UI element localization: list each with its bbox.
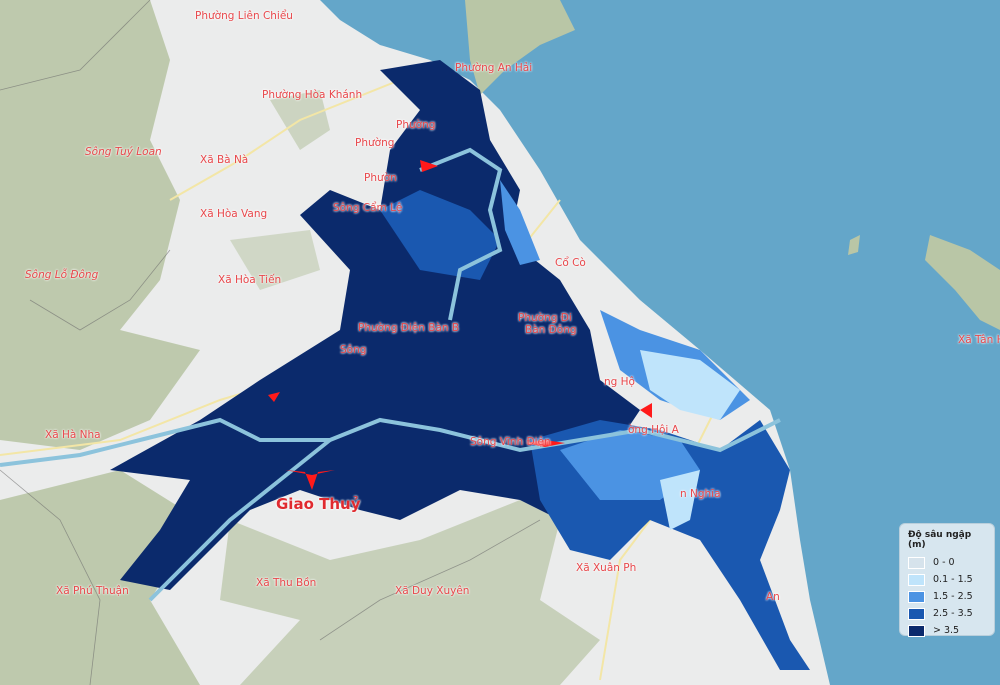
legend-item: 2.5 - 3.5 [908,605,986,622]
marker-icon [640,403,652,418]
place-label: Bàn Đông [525,324,577,336]
place-label: Xã Xuân Ph [576,562,637,574]
place-label: Phườn [364,172,397,184]
place-label: Sông Cẩm Lệ [333,202,403,214]
islet [848,235,860,255]
place-label: Sông [340,344,367,356]
place-label: Phường Điện Bàn B [358,322,460,334]
place-label: Sông Vĩnh Điện [470,436,551,448]
rivers [0,147,781,602]
legend-swatch [908,556,925,569]
place-label: Xã Thu Bồn [256,577,317,589]
legend-label: 2.5 - 3.5 [933,608,973,619]
place-label: An [766,591,780,603]
place-label: Xã Tân Hi [958,334,1000,346]
legend-label: 0.1 - 1.5 [933,574,973,585]
legend-swatch [908,607,925,620]
legend-label: 0 - 0 [933,557,955,568]
place-label: Phường [396,119,436,131]
son-tra-peninsula [465,0,575,95]
legend-item: 0 - 0 [908,554,986,571]
admin-boundaries [0,0,541,685]
place-label: Sông Lỗ Đông [25,269,99,281]
marker-icon [420,160,438,172]
place-label: Phường An Hải [455,62,533,74]
place-label: Xã Hòa Tiến [218,274,282,286]
place-label: n Nghĩa [680,488,721,500]
place-label: Xã Bà Nà [200,154,249,166]
place-label: Cổ Cò [555,257,586,269]
flood-markers [268,160,652,490]
legend-item: > 3.5 [908,622,986,639]
legend-label: 1.5 - 2.5 [933,591,973,602]
legend-title: Độ sâu ngập (m) [908,530,972,550]
place-label: ờng Hội A [628,424,679,436]
legend-swatch [908,590,925,603]
place-label: Giao Thuỷ [276,495,361,513]
marker-icon [268,392,280,402]
place-label: Phường Đi [518,312,572,324]
legend-swatch [908,624,925,637]
hills [0,0,600,685]
place-label: ng Hộ [604,376,635,388]
legend-item: 0.1 - 1.5 [908,571,986,588]
legend-item: 1.5 - 2.5 [908,588,986,605]
place-label: Phường Liên Chiểu [195,10,293,22]
place-label: Xã Hà Nha [45,429,101,441]
place-label: Xã Duy Xuyên [395,585,470,597]
flood-extent [110,60,810,670]
marker-icon [525,440,565,447]
place-label: Phường [355,137,395,149]
legend-swatch [908,573,925,586]
sea [320,0,1000,685]
place-label: Sông Tuý Loan [85,146,162,158]
island [925,235,1000,330]
legend-label: > 3.5 [933,625,960,636]
marker-icon [285,470,335,490]
place-label: Xã Phú Thuận [56,585,129,597]
place-label: Phường Hòa Khánh [262,89,363,101]
place-label: Xã Hòa Vang [200,208,268,220]
legend: Độ sâu ngập (m) 0 - 0 0.1 - 1.5 1.5 - 2.5 2… [899,523,995,639]
